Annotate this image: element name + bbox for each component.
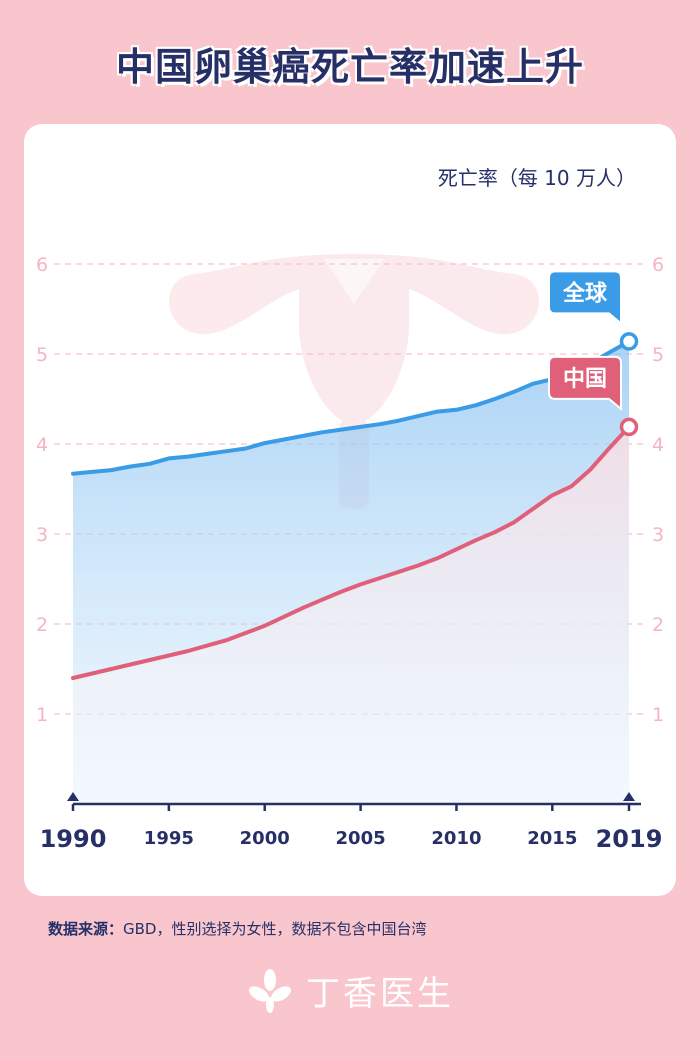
y-tick-label: 3: [652, 524, 664, 546]
global-label-bubble: [548, 270, 622, 326]
y-axis-right: 1 2 3 4 5 6: [652, 254, 664, 726]
series-line: [71, 424, 631, 680]
china-label-bubble: [548, 355, 622, 412]
x-tick-label: 2015: [527, 828, 577, 849]
y-axis-unit-label: 死亡率（每 10 万人）: [437, 166, 636, 190]
y-tick-label: 6: [652, 254, 664, 276]
y-tick-label: 4: [652, 434, 664, 456]
x-axis-endpoint-marker: [623, 792, 635, 801]
x-tick-label: 1990: [40, 825, 107, 853]
chart-card: 1 2 3 4 5 6 1 2 3 4 5 6 1990 1995 2000 2005 2010 2015 20…: [24, 124, 676, 896]
brand-footer: 丁香医生: [0, 966, 700, 1015]
y-tick-label: 1: [36, 704, 48, 726]
brand-name: 丁香医生: [306, 974, 454, 1014]
source-text: GBD，性别选择为女性，数据不包含中国台湾: [123, 920, 427, 938]
series-lines: [71, 332, 639, 680]
page-title: 中国卵巢癌死亡率加速上升: [115, 45, 584, 89]
x-axis-endpoint-marker: [67, 792, 79, 801]
x-tick-label: 1995: [144, 828, 194, 849]
y-axis-left: 1 2 3 4 5 6: [36, 254, 48, 726]
y-tick-label: 6: [36, 254, 48, 276]
line-chart: 1 2 3 4 5 6 1 2 3 4 5 6 1990 1995 2000 2005 2010 2015 20…: [36, 254, 664, 853]
series-line: [71, 339, 631, 476]
series-end-point: [619, 417, 639, 437]
y-tick-label: 5: [36, 344, 48, 366]
china-label-text: 中国: [563, 367, 607, 392]
source-label: 数据来源：: [48, 920, 124, 938]
y-tick-label: 4: [36, 434, 48, 456]
y-tick-label: 2: [36, 614, 48, 636]
x-axis: 1990 1995 2000 2005 2010 2015 2019: [40, 792, 663, 853]
global-label-text: 全球: [562, 280, 608, 306]
clove-flower-icon: [249, 968, 291, 1013]
x-tick-label: 2019: [596, 825, 663, 853]
series-end-point: [619, 332, 639, 351]
series-areas: [73, 341, 629, 804]
data-source: 数据来源：GBD，性别选择为女性，数据不包含中国台湾: [48, 918, 426, 939]
y-tick-label: 5: [652, 344, 664, 366]
y-tick-label: 3: [36, 524, 48, 546]
y-tick-label: 1: [652, 704, 664, 726]
x-tick-label: 2010: [431, 828, 481, 849]
y-tick-label: 2: [652, 614, 664, 636]
series-area: [73, 426, 629, 804]
x-tick-label: 2000: [240, 828, 290, 849]
x-tick-label: 2005: [336, 828, 386, 849]
